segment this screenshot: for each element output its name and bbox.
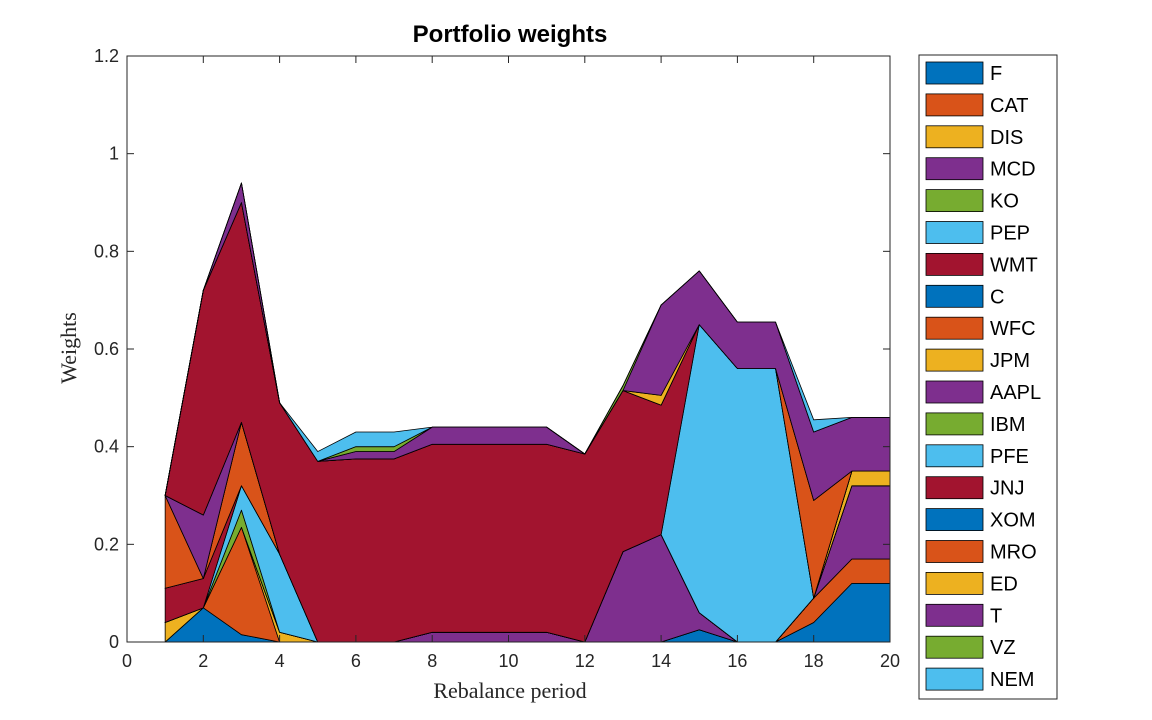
x-tick-label: 4 — [275, 651, 285, 671]
legend-swatch-f — [925, 61, 984, 85]
legend-label-aapl: AAPL — [990, 382, 1041, 404]
legend-swatch-pfe — [925, 444, 984, 468]
legend-label-xom: XOM — [990, 510, 1036, 532]
x-tick-label: 10 — [498, 651, 518, 671]
legend-swatch-t — [925, 603, 984, 627]
y-tick-label: 0.6 — [94, 339, 119, 359]
legend-swatch-pep — [925, 221, 984, 244]
legend-label-wfc: WFC — [990, 318, 1036, 340]
legend-swatch-wfc — [925, 316, 984, 340]
legend-swatch-xom — [925, 508, 984, 532]
legend: F CAT DIS MCD KO PEP WMT C WFC JPM AAPL IBM PFE JNJ XO… — [918, 54, 1058, 700]
legend-swatch-jnj — [925, 476, 984, 500]
y-tick-label: 0.4 — [94, 437, 119, 457]
y-tick-label: 0.8 — [94, 241, 119, 261]
legend-swatch-ed — [925, 572, 984, 595]
x-tick-label: 8 — [427, 651, 437, 671]
legend-swatch-nem — [925, 667, 984, 691]
legend-swatch-vz — [925, 635, 984, 659]
legend-label-vz: VZ — [990, 637, 1016, 659]
x-axis: 0 2 4 6 8 10 12 14 16 18 20 — [122, 56, 900, 671]
x-tick-label: 16 — [727, 651, 747, 671]
legend-swatch-ibm — [925, 412, 984, 436]
x-tick-label: 20 — [880, 651, 900, 671]
legend-label-cat: CAT — [990, 95, 1029, 117]
legend-box — [918, 54, 1058, 700]
y-axis: 0 0.2 0.4 0.6 0.8 1 1.2 — [94, 46, 890, 652]
legend-swatch-jpm — [925, 348, 984, 372]
y-tick-label: 0 — [109, 632, 119, 652]
y-axis-label: Weights — [56, 312, 81, 384]
legend-swatch-cat — [925, 93, 984, 117]
legend-swatch-mro — [925, 540, 984, 563]
x-tick-label: 0 — [122, 651, 132, 671]
legend-swatch-mcd — [925, 157, 984, 181]
legend-label-pep: PEP — [990, 223, 1030, 245]
legend-label-pfe: PFE — [990, 446, 1029, 468]
legend-swatch-ko — [925, 189, 984, 213]
x-tick-label: 14 — [651, 651, 671, 671]
legend-label-ko: KO — [990, 191, 1019, 213]
legend-swatch-c — [925, 284, 984, 308]
x-axis-label: Rebalance period — [433, 678, 586, 703]
x-tick-label: 18 — [804, 651, 824, 671]
legend-label-ibm: IBM — [990, 414, 1026, 436]
legend-label-f: F — [990, 63, 1002, 85]
legend-label-wmt: WMT — [990, 254, 1038, 276]
legend-swatch-dis — [925, 125, 984, 149]
legend-label-c: C — [990, 286, 1004, 308]
legend-label-dis: DIS — [990, 127, 1023, 149]
y-tick-label: 1.2 — [94, 46, 119, 66]
legend-swatch-aapl — [925, 380, 984, 404]
legend-label-jnj: JNJ — [990, 478, 1024, 500]
x-tick-label: 12 — [575, 651, 595, 671]
legend-label-jpm: JPM — [990, 350, 1030, 372]
legend-label-ed: ED — [990, 573, 1018, 595]
legend-label-mro: MRO — [990, 542, 1037, 564]
y-tick-label: 1 — [109, 144, 119, 164]
x-tick-label: 2 — [198, 651, 208, 671]
legend-swatch-wmt — [925, 252, 984, 276]
legend-label-nem: NEM — [990, 669, 1034, 691]
x-tick-label: 6 — [351, 651, 361, 671]
chart-title: Portfolio weights — [413, 21, 608, 48]
plot-area — [126, 55, 891, 643]
legend-label-mcd: MCD — [990, 159, 1036, 181]
y-tick-label: 0.2 — [94, 534, 119, 554]
legend-label-t: T — [990, 605, 1002, 627]
